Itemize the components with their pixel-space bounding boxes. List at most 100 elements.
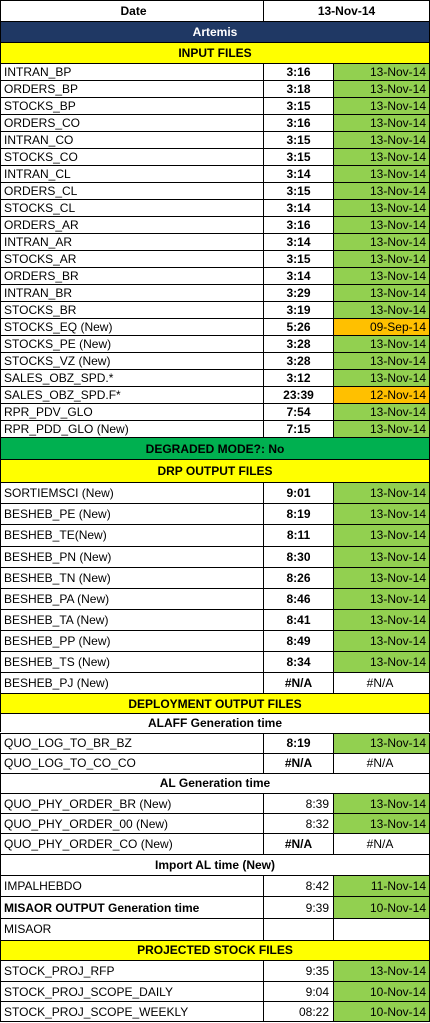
file-date: 13-Nov-14 <box>333 369 429 386</box>
input-file-row: STOCKS_PE (New) 3:28 13-Nov-14 <box>0 334 430 352</box>
file-name: QUO_LOG_TO_BR_BZ <box>4 736 132 751</box>
file-time: 23:39 <box>263 386 333 403</box>
file-date: 13-Nov-14 <box>333 148 429 165</box>
file-name: STOCK_PROJ_SCOPE_WEEKLY <box>4 1004 189 1019</box>
file-date: 10-Nov-14 <box>333 981 429 1002</box>
file-time: 3:15 <box>263 148 333 165</box>
import-al-row: MISAOR <box>0 917 430 940</box>
file-time: 3:16 <box>263 63 333 80</box>
file-date: 13-Nov-14 <box>333 335 429 352</box>
artemis-title: Artemis <box>0 20 430 43</box>
drp-output-row: BESHEB_PA (New) 8:46 13-Nov-14 <box>0 587 430 609</box>
file-date: 13-Nov-14 <box>333 216 429 233</box>
file-time: 3:14 <box>263 199 333 216</box>
drp-output-header: DRP OUTPUT FILES <box>0 459 430 483</box>
file-date: 13-Nov-14 <box>333 814 429 834</box>
file-date: #N/A <box>333 834 429 854</box>
file-name: BESHEB_TE(New) <box>4 528 107 543</box>
al-generation-row: QUO_PHY_ORDER_BR (New) 8:39 13-Nov-14 <box>0 793 430 814</box>
projected-stock-row: STOCK_PROJ_SCOPE_DAILY 9:04 10-Nov-14 <box>0 980 430 1002</box>
input-file-row: ORDERS_BR 3:14 13-Nov-14 <box>0 266 430 284</box>
file-date: 13-Nov-14 <box>333 588 429 609</box>
file-time: 8:32 <box>263 814 333 834</box>
file-date: #N/A <box>333 673 429 694</box>
file-time: 3:12 <box>263 369 333 386</box>
file-time <box>263 918 333 940</box>
file-time: 8:42 <box>263 875 333 897</box>
file-name: STOCKS_CO <box>4 149 78 164</box>
file-time: 3:16 <box>263 216 333 233</box>
import-al-header: Import AL time (New) <box>0 854 430 875</box>
file-date: 13-Nov-14 <box>333 284 429 301</box>
degraded-mode-banner: DEGRADED MODE?: No <box>0 436 430 460</box>
file-date: 13-Nov-14 <box>333 609 429 630</box>
file-name: BESHEB_PN (New) <box>4 549 112 564</box>
date-label: Date <box>120 3 147 18</box>
file-date: 13-Nov-14 <box>333 97 429 114</box>
drp-output-row: SORTIEMSCI (New) 9:01 13-Nov-14 <box>0 482 430 504</box>
al-generation-row: QUO_PHY_ORDER_00 (New) 8:32 13-Nov-14 <box>0 813 430 834</box>
file-name: QUO_PHY_ORDER_00 (New) <box>4 816 169 831</box>
file-time: 3:18 <box>263 80 333 97</box>
file-name: ORDERS_CO <box>4 115 81 130</box>
file-name: MISAOR <box>4 922 52 937</box>
drp-output-row: BESHEB_TS (New) 8:34 13-Nov-14 <box>0 651 430 673</box>
file-name: ORDERS_BP <box>4 81 79 96</box>
al-generation-header-label: AL Generation time <box>1 773 429 794</box>
file-date: 13-Nov-14 <box>333 420 429 437</box>
file-time: 3:28 <box>263 352 333 369</box>
input-file-row: RPR_PDV_GLO 7:54 13-Nov-14 <box>0 402 430 420</box>
file-date: 13-Nov-14 <box>333 630 429 652</box>
file-time: 3:16 <box>263 114 333 131</box>
file-time: 3:14 <box>263 165 333 182</box>
file-date: 13-Nov-14 <box>333 961 429 981</box>
file-date: 13-Nov-14 <box>333 165 429 182</box>
file-time: 3:15 <box>263 131 333 148</box>
projected-stock-header: PROJECTED STOCK FILES <box>0 939 430 961</box>
file-time: 8:11 <box>263 525 333 546</box>
drp-output-row: BESHEB_PE (New) 8:19 13-Nov-14 <box>0 503 430 525</box>
file-time: #N/A <box>263 834 333 854</box>
file-date: 13-Nov-14 <box>333 352 429 369</box>
file-name: MISAOR OUTPUT Generation time <box>4 900 200 915</box>
file-name: BESHEB_PE (New) <box>4 507 111 522</box>
file-name: QUO_LOG_TO_CO_CO <box>4 756 136 771</box>
file-date: 12-Nov-14 <box>333 386 429 403</box>
al-generation-header: AL Generation time <box>0 772 430 794</box>
file-time: 08:22 <box>263 1002 333 1021</box>
projected-stock-row: STOCK_PROJ_RFP 9:35 13-Nov-14 <box>0 960 430 981</box>
file-name: STOCK_PROJ_RFP <box>4 963 115 978</box>
input-file-row: STOCKS_CO 3:15 13-Nov-14 <box>0 147 430 165</box>
date-value: 13-Nov-14 <box>263 1 429 21</box>
file-time: 3:28 <box>263 335 333 352</box>
file-name: BESHEB_PJ (New) <box>4 676 109 691</box>
file-time: 9:04 <box>263 981 333 1002</box>
input-file-row: INTRAN_CL 3:14 13-Nov-14 <box>0 164 430 182</box>
file-name: STOCKS_CL <box>4 200 76 215</box>
drp-output-row: BESHEB_PP (New) 8:49 13-Nov-14 <box>0 629 430 652</box>
file-time: 3:15 <box>263 250 333 267</box>
file-date: 11-Nov-14 <box>333 875 429 897</box>
file-date: #N/A <box>333 753 429 773</box>
header-row: Date 13-Nov-14 <box>0 0 430 21</box>
file-time: 8:41 <box>263 609 333 630</box>
file-time: #N/A <box>263 753 333 773</box>
file-name: STOCK_PROJ_SCOPE_DAILY <box>4 984 173 999</box>
file-time: 8:34 <box>263 652 333 673</box>
file-time: 3:29 <box>263 284 333 301</box>
file-date: 13-Nov-14 <box>333 63 429 80</box>
input-file-row: STOCKS_AR 3:15 13-Nov-14 <box>0 249 430 267</box>
file-date: 13-Nov-14 <box>333 199 429 216</box>
alaff-row: QUO_LOG_TO_BR_BZ 8:19 13-Nov-14 <box>0 732 430 753</box>
file-name: INTRAN_AR <box>4 234 73 249</box>
degraded-mode-banner-label: DEGRADED MODE?: No <box>1 437 429 460</box>
file-name: INTRAN_BP <box>4 64 72 79</box>
file-time: 3:15 <box>263 182 333 199</box>
file-time: 5:26 <box>263 318 333 335</box>
input-file-row: ORDERS_CO 3:16 13-Nov-14 <box>0 113 430 131</box>
input-file-row: INTRAN_AR 3:14 13-Nov-14 <box>0 232 430 250</box>
input-files-header: INPUT FILES <box>0 42 430 63</box>
input-file-row: STOCKS_EQ (New) 5:26 09-Sep-14 <box>0 317 430 335</box>
file-name: IMPALHEBDO <box>4 878 82 893</box>
